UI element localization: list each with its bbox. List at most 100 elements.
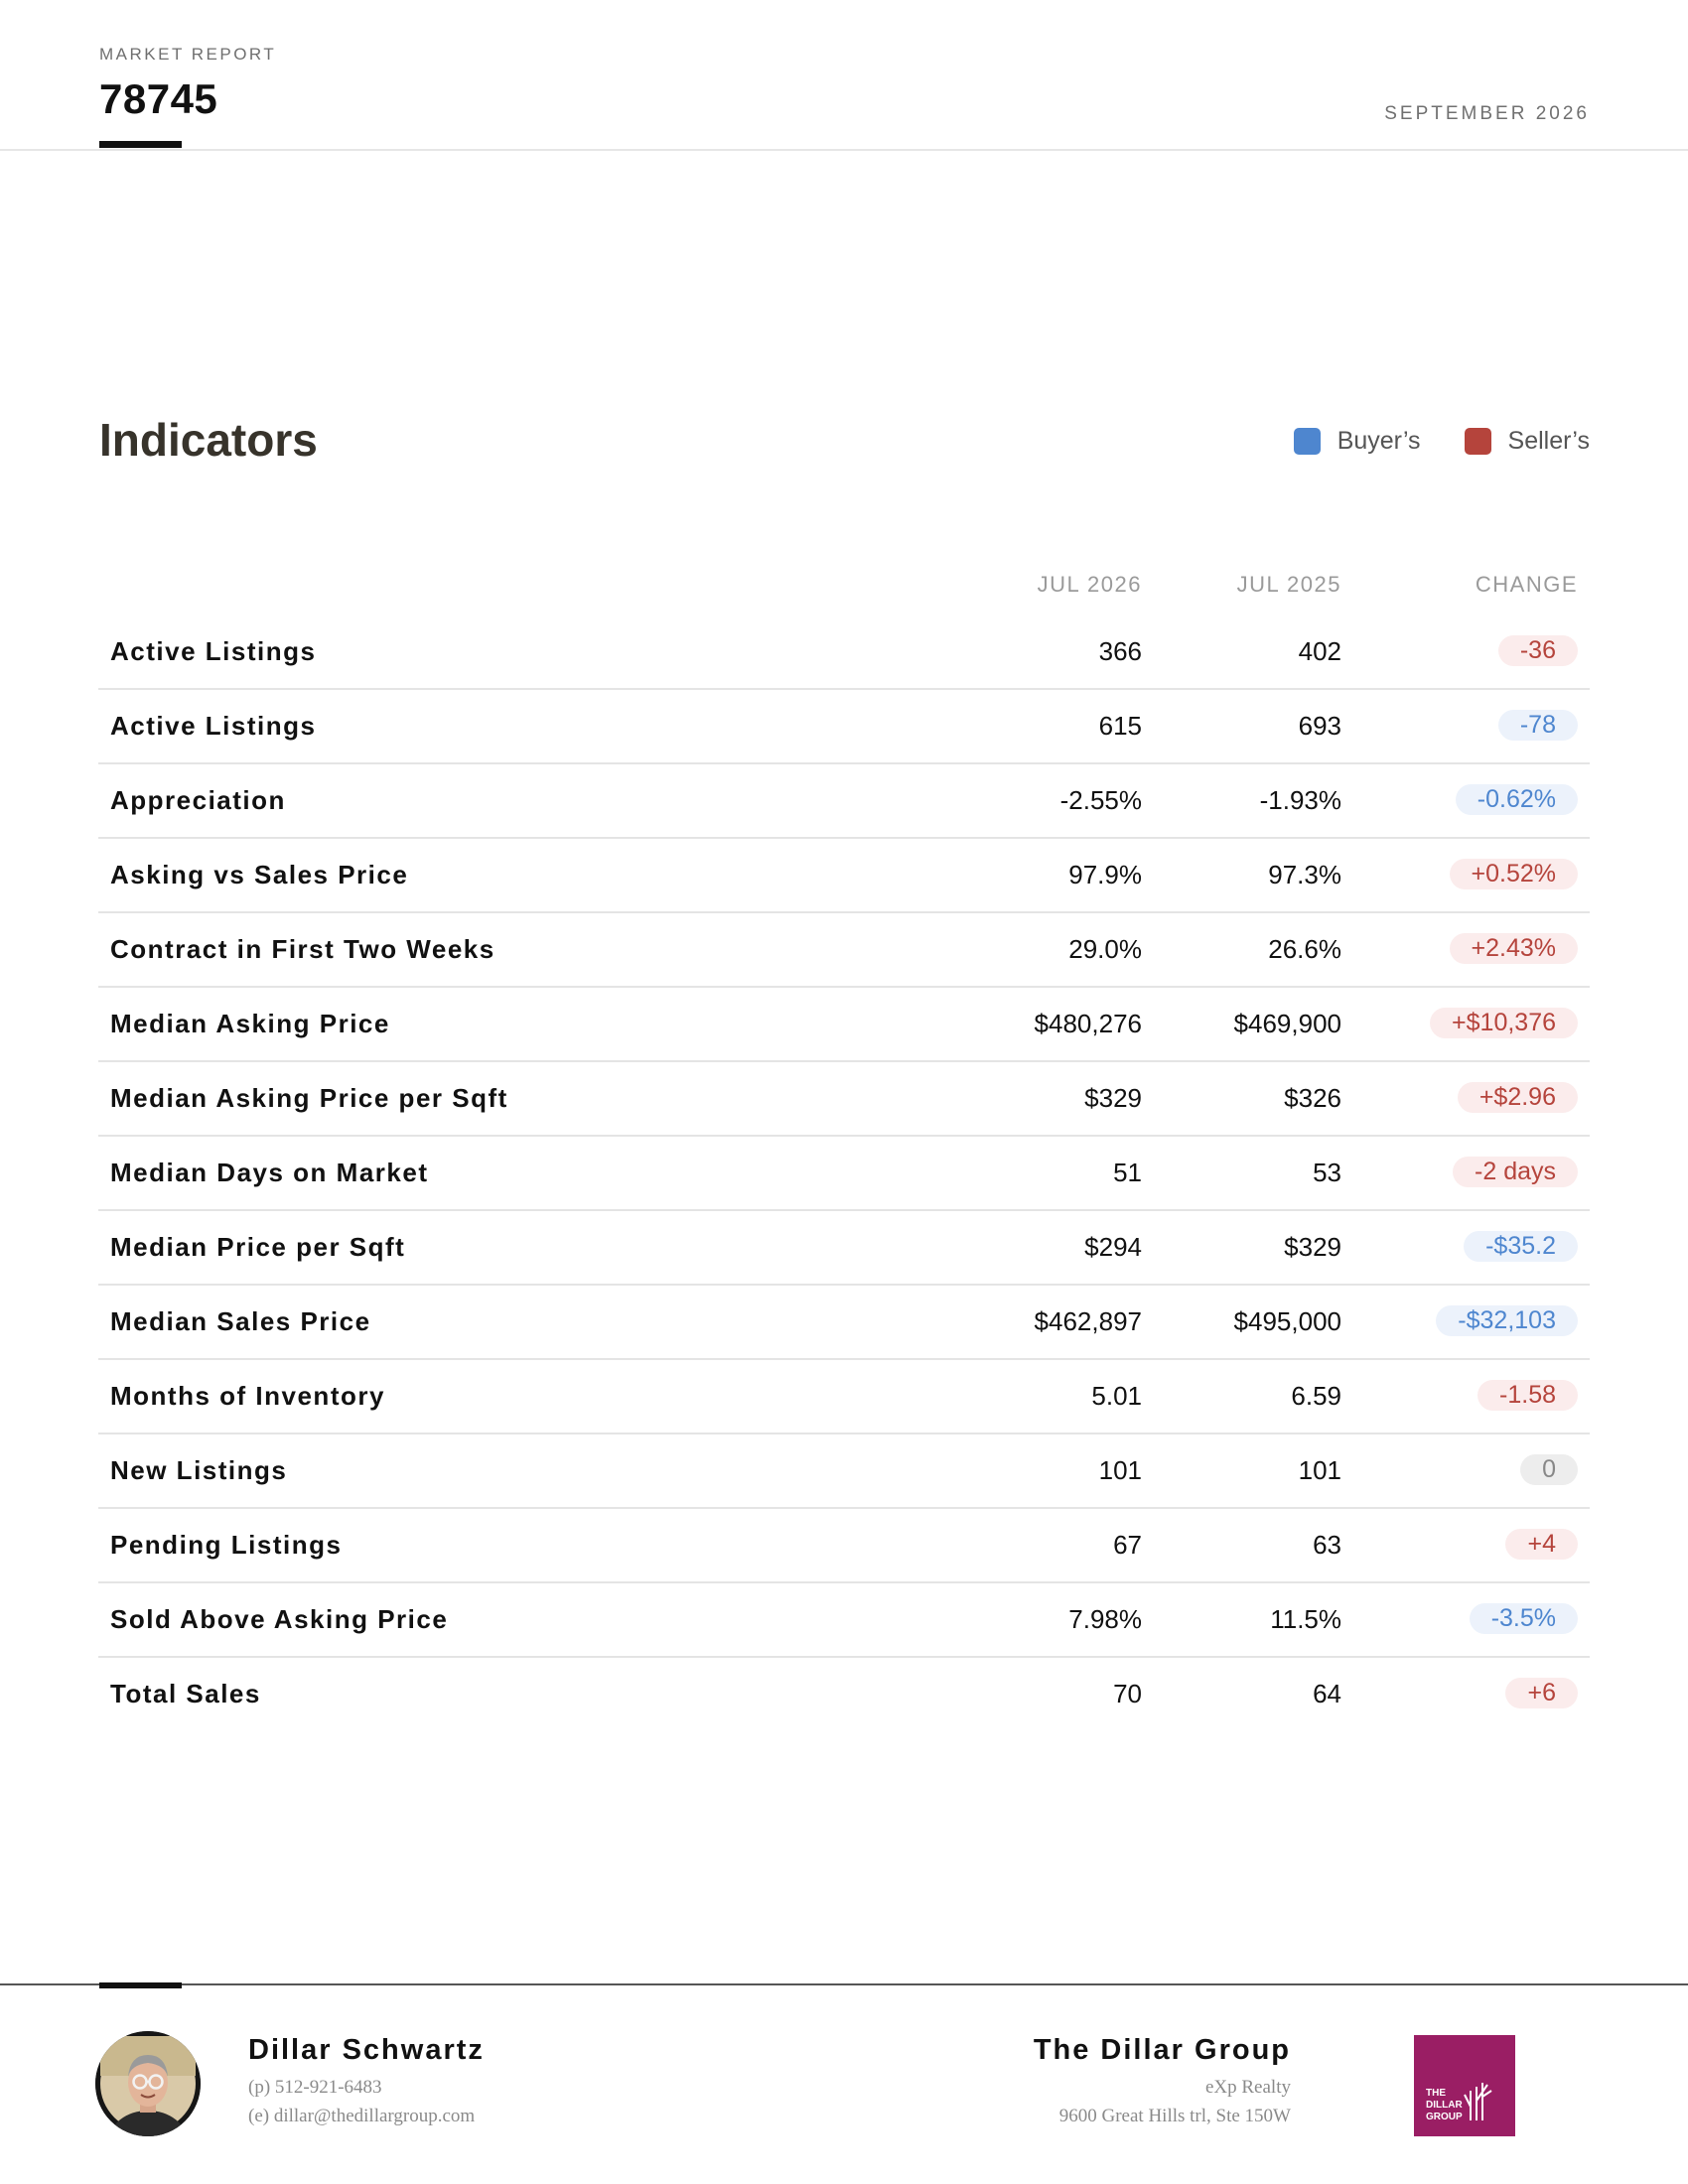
change-badge: -2 days: [1453, 1157, 1578, 1187]
legend-label-seller: Seller’s: [1507, 427, 1590, 455]
previous-value: $495,000: [1233, 1306, 1341, 1336]
dillar-group-logo: THE DILLAR GROUP: [1414, 2035, 1515, 2136]
indicator-label: Median Asking Price per Sqft: [110, 1083, 508, 1113]
indicator-label: Asking vs Sales Price: [110, 860, 409, 889]
report-header: MARKET REPORT 78745 SEPTEMBER 2026: [0, 0, 1688, 151]
agent-name: Dillar Schwartz: [248, 2034, 485, 2066]
current-value: $294: [1084, 1232, 1142, 1262]
previous-value: 11.5%: [1270, 1604, 1341, 1634]
zip-code-title: 78745: [99, 75, 218, 122]
footer-divider: [0, 1983, 1688, 1985]
office-address: 9600 Great Hills trl, Ste 150W: [1058, 2106, 1291, 2126]
group-name: The Dillar Group: [1033, 2034, 1291, 2066]
report-eyebrow: MARKET REPORT: [99, 45, 277, 64]
current-value: 615: [1098, 711, 1142, 741]
title-underline: [99, 141, 182, 148]
agent-portrait-icon: [95, 2031, 201, 2136]
indicator-row: Active Listings 615 693 -78: [98, 690, 1590, 764]
column-header-current: JUL 2026: [1037, 572, 1142, 597]
change-badge: -0.62%: [1455, 784, 1578, 815]
indicator-row: Median Price per Sqft $294 $329 -$35.2: [98, 1211, 1590, 1286]
indicator-row: Total Sales 70 64 +6: [98, 1658, 1590, 1730]
previous-value: 693: [1298, 711, 1341, 741]
previous-value: -1.93%: [1259, 785, 1341, 815]
buyer-swatch: [1293, 428, 1321, 455]
previous-value: 6.59: [1291, 1381, 1341, 1411]
current-value: 51: [1113, 1158, 1142, 1187]
previous-value: 64: [1313, 1679, 1341, 1708]
legend: Buyer’s Seller’s: [1250, 427, 1590, 456]
agent-avatar: [95, 2031, 201, 2136]
change-badge: +0.52%: [1449, 859, 1578, 889]
footer-accent-bar: [99, 1982, 182, 1988]
previous-value: $329: [1284, 1232, 1341, 1262]
indicator-label: Months of Inventory: [110, 1381, 385, 1411]
change-badge: -3.5%: [1469, 1603, 1578, 1634]
previous-value: 26.6%: [1268, 934, 1341, 964]
current-value: -2.55%: [1059, 785, 1142, 815]
legend-item-buyer: Buyer’s: [1293, 427, 1421, 456]
current-value: 97.9%: [1068, 860, 1142, 889]
indicator-row: Asking vs Sales Price 97.9% 97.3% +0.52%: [98, 839, 1590, 913]
current-value: 7.98%: [1068, 1604, 1142, 1634]
change-badge: -1.58: [1477, 1380, 1578, 1411]
indicator-label: Appreciation: [110, 785, 286, 815]
indicator-row: New Listings 101 101 0: [98, 1434, 1590, 1509]
change-badge: -$32,103: [1436, 1305, 1578, 1336]
change-badge: +2.43%: [1449, 933, 1578, 964]
column-header-previous: JUL 2025: [1236, 572, 1341, 597]
change-badge: -$35.2: [1464, 1231, 1578, 1262]
indicator-row: Months of Inventory 5.01 6.59 -1.58: [98, 1360, 1590, 1434]
indicator-label: Total Sales: [110, 1679, 261, 1708]
indicator-row: Median Asking Price per Sqft $329 $326 +$2.…: [98, 1062, 1590, 1137]
current-value: 29.0%: [1068, 934, 1142, 964]
current-value: $462,897: [1034, 1306, 1142, 1336]
previous-value: 63: [1313, 1530, 1341, 1560]
change-badge: +$10,376: [1430, 1008, 1578, 1038]
indicator-label: Median Asking Price: [110, 1009, 390, 1038]
indicator-label: Contract in First Two Weeks: [110, 934, 495, 964]
current-value: $480,276: [1034, 1009, 1142, 1038]
current-value: 366: [1098, 636, 1142, 666]
current-value: $329: [1084, 1083, 1142, 1113]
indicator-label: Active Listings: [110, 636, 317, 666]
indicators-title: Indicators: [99, 414, 318, 466]
report-date: SEPTEMBER 2026: [1384, 103, 1590, 124]
change-badge: -36: [1497, 635, 1578, 666]
indicator-row: Contract in First Two Weeks 29.0% 26.6% +2.…: [98, 913, 1590, 988]
indicator-label: Median Days on Market: [110, 1158, 429, 1187]
indicators-table: Active Listings 366 402 -36 Active Listings 6…: [98, 615, 1590, 1730]
change-badge: +6: [1505, 1678, 1578, 1708]
indicator-row: Appreciation -2.55% -1.93% -0.62%: [98, 764, 1590, 839]
current-value: 70: [1113, 1679, 1142, 1708]
indicator-row: Median Days on Market 51 53 -2 days: [98, 1137, 1590, 1211]
indicator-label: New Listings: [110, 1455, 288, 1485]
svg-text:THE: THE: [1426, 2088, 1446, 2099]
indicator-row: Median Sales Price $462,897 $495,000 -$32,1…: [98, 1286, 1590, 1360]
indicator-row: Active Listings 366 402 -36: [98, 615, 1590, 690]
legend-label-buyer: Buyer’s: [1336, 427, 1421, 455]
change-badge: +4: [1505, 1529, 1578, 1560]
indicator-label: Median Sales Price: [110, 1306, 371, 1336]
indicator-row: Pending Listings 67 63 +4: [98, 1509, 1590, 1583]
agent-phone: (p) 512-921-6483: [248, 2077, 382, 2098]
brokerage-name: eXp Realty: [1204, 2077, 1291, 2098]
svg-text:GROUP: GROUP: [1426, 2112, 1463, 2122]
column-header-change: CHANGE: [1475, 572, 1578, 597]
indicator-label: Median Price per Sqft: [110, 1232, 406, 1262]
indicator-label: Active Listings: [110, 711, 317, 741]
change-badge: +$2.96: [1457, 1082, 1578, 1113]
svg-text:DILLAR: DILLAR: [1426, 2100, 1463, 2111]
previous-value: $469,900: [1233, 1009, 1341, 1038]
agent-email: (e) dillar@thedillargroup.com: [248, 2106, 476, 2126]
previous-value: 402: [1298, 636, 1341, 666]
current-value: 5.01: [1091, 1381, 1142, 1411]
change-badge: 0: [1520, 1454, 1578, 1485]
change-badge: -78: [1497, 710, 1578, 741]
previous-value: 101: [1298, 1455, 1341, 1485]
legend-item-seller: Seller’s: [1464, 427, 1590, 456]
indicator-row: Median Asking Price $480,276 $469,900 +$10,…: [98, 988, 1590, 1062]
seller-swatch: [1464, 428, 1491, 455]
previous-value: 97.3%: [1268, 860, 1341, 889]
indicator-row: Sold Above Asking Price 7.98% 11.5% -3.5%: [98, 1583, 1590, 1658]
